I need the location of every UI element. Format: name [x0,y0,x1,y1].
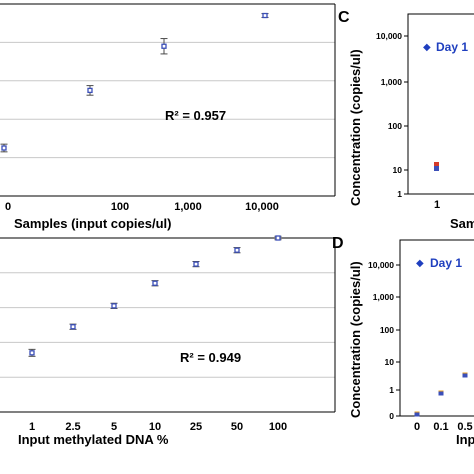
panel-a-gridlines [0,41,335,159]
panel-c-y-tick-label-2: 100 [388,121,402,131]
panel-b-point-6 [274,235,282,241]
panel-d-y-tick-label-1: 1,000 [373,292,395,302]
panel-b-x-tick-label-5: 50 [231,421,243,433]
panel-c-x-ticks: 1 [434,199,440,211]
panel-b-point-5-marker [234,247,240,253]
panel-d-legend-day1: Day 1 [430,256,462,270]
panel-d-x-tick-label-2: 0.5 [457,421,472,433]
panel-a: 0 100 1,000 10,000 R² = 0.957 Samples (inpu… [0,3,336,231]
panel-d-point-2 [462,372,468,378]
panel-b-point-2-marker [111,303,117,309]
panel-c-y-tick-label-0: 10,000 [376,31,402,41]
panel-c: C 10,000 1,000 100 10 1 1 ◆ Day 1 Concentrat… [338,9,474,231]
panel-d-y-axis-title: Concentration (copies/ul) [348,261,363,418]
panel-b-x-tick-label-0: 1 [29,421,35,433]
panel-d-x-tick-label-1: 0.1 [433,421,448,433]
panel-d-point-0 [414,411,420,417]
panel-d-point-0-marker [414,412,420,417]
panel-b-x-tick-label-6: 100 [269,421,287,433]
panel-b-point-0-marker [29,350,35,356]
panel-d-points [414,372,468,417]
panel-c-x-tick-label-0: 1 [434,199,440,211]
panel-d-y-tick-label-3: 10 [385,357,395,367]
panel-b: 1 2.5 5 10 25 50 100 R² = 0.949 Input methylat… [0,235,336,447]
panel-b-point-1-marker [70,324,76,330]
panel-c-legend-marker: ◆ [423,42,431,53]
panel-a-x-tick-label-1: 100 [111,201,129,213]
panel-b-point-3-marker [152,280,158,286]
panel-a-x-ticks: 0 100 1,000 10,000 [5,201,279,213]
panel-d-point-1-marker [438,391,444,396]
panel-b-points [28,235,282,357]
panel-b-x-tick-label-4: 25 [190,421,202,433]
panel-b-x-tick-label-3: 10 [149,421,161,433]
panel-c-x-axis-title: Sam [450,216,474,231]
panel-b-point-4 [192,260,200,268]
panel-c-y-ticks: 10,000 1,000 100 10 1 [376,31,408,199]
panel-b-point-3 [151,280,159,287]
panel-a-points [0,12,269,153]
panel-a-point-2-marker [161,43,167,49]
panel-c-point-red [434,162,439,168]
panel-d-y-tick-label-0: 10,000 [368,260,394,270]
panel-c-y-tick-label-4: 1 [397,189,402,199]
panel-b-x-ticks: 1 2.5 5 10 25 50 100 [29,421,287,433]
panel-b-x-tick-label-1: 2.5 [65,421,80,433]
panel-b-point-5 [233,247,241,254]
panel-d-x-ticks: 0 0.1 0.5 [414,421,473,433]
panel-a-point-3 [261,12,269,19]
panel-a-r2-annotation: R² = 0.957 [165,108,226,123]
panel-d-y-tick-label-4: 1 [389,385,394,395]
panel-a-x-tick-label-3: 10,000 [245,201,279,213]
panel-d-point-2-marker [462,373,468,378]
panel-d-letter: D [332,235,344,252]
panel-a-x-tick-label-2: 1,000 [174,201,202,213]
panel-b-x-axis-title: Input methylated DNA % [18,432,169,447]
panel-d-plot-frame [399,239,474,417]
panel-b-point-2 [110,302,118,309]
panel-c-y-tick-label-3: 10 [393,165,403,175]
panel-d-x-tick-label-0: 0 [414,421,420,433]
panel-d-x-axis-title: Inp [456,432,474,447]
panel-c-points [434,162,439,171]
panel-d-y-tick-label-5: 0 [389,411,394,421]
panel-b-r2-annotation: R² = 0.949 [180,350,241,365]
panel-a-point-1-marker [87,87,93,94]
panel-c-letter: C [338,9,350,26]
panel-d-y-tick-label-2: 100 [380,325,394,335]
panel-a-point-3-marker [262,12,268,19]
panel-b-gridlines [0,272,335,378]
panel-a-x-axis-title: Samples (input copies/ul) [14,216,171,231]
panel-c-y-axis-title: Concentration (copies/ul) [348,49,363,206]
panel-c-plot-frame [407,13,474,195]
panel-c-legend-day1: Day 1 [436,40,468,54]
panel-b-point-6-marker [275,235,281,241]
panel-b-x-tick-label-2: 5 [111,421,117,433]
panel-a-point-0-marker [1,145,7,151]
panel-b-point-0 [28,348,36,357]
panel-a-x-tick-label-0: 0 [5,201,11,213]
panel-a-point-1 [86,85,94,96]
panel-c-point-blue [434,166,439,171]
panel-a-point-0 [0,143,8,153]
panel-b-point-1 [69,323,77,330]
panel-b-point-4-marker [193,261,199,267]
panel-c-y-tick-label-1: 1,000 [381,77,403,87]
panel-d-point-1 [438,390,444,396]
panel-a-point-2 [160,38,168,55]
panel-d-legend-marker: ◆ [416,258,424,269]
